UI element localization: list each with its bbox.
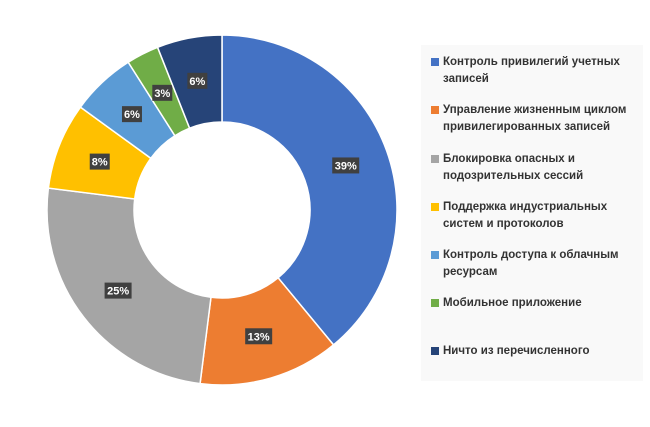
data-label-box — [104, 282, 132, 299]
legend-item: Контроль привилегий учетных записей — [431, 54, 648, 88]
legend-label: Контроль доступа к облачным ресурсам — [443, 249, 619, 278]
legend-label: Блокировка опасных и подозрительных сесс… — [443, 153, 584, 182]
data-label-box — [332, 157, 360, 174]
data-label-box — [187, 72, 208, 89]
data-label: 8% — [89, 153, 110, 170]
data-label-text: 6% — [124, 109, 140, 121]
legend-label: Мобильное приложение — [443, 297, 582, 309]
legend-label: Поддержка индустриальных систем и проток… — [443, 201, 608, 230]
legend-item: Управление жизненным циклом привилегиров… — [431, 102, 648, 136]
legend-swatch — [431, 203, 439, 211]
legend-item: Мобильное приложение — [431, 295, 648, 312]
legend-label: Ничто из перечисленного — [443, 345, 590, 357]
data-label-box — [121, 106, 142, 123]
legend-swatch — [431, 251, 439, 259]
legend: Контроль привилегий учетных записей Управ… — [421, 45, 643, 381]
legend-item: Поддержка индустриальных систем и проток… — [431, 199, 648, 233]
legend-item: Контроль доступа к облачным ресурсам — [431, 247, 648, 281]
legend-swatch — [431, 58, 439, 66]
data-label-box — [89, 153, 110, 170]
legend-label: Контроль привилегий учетных записей — [443, 56, 620, 85]
data-label-box — [152, 84, 173, 101]
data-label: 6% — [187, 72, 208, 89]
donut-chart: 39% 13% 25% 8% 6% 3% 6% — [46, 34, 398, 386]
legend-label: Управление жизненным циклом привилегиров… — [443, 104, 627, 133]
legend-item: Блокировка опасных и подозрительных сесс… — [431, 151, 648, 185]
legend-swatch — [431, 155, 439, 163]
legend-item: Ничто из перечисленного — [431, 343, 648, 360]
legend-swatch — [431, 299, 439, 307]
data-label-box — [245, 328, 273, 345]
legend-swatch — [431, 106, 439, 114]
data-label: 25% — [104, 282, 132, 299]
data-label-text: 3% — [154, 88, 170, 100]
data-label: 13% — [245, 328, 273, 345]
data-label: 6% — [121, 106, 142, 123]
data-label: 3% — [152, 84, 173, 101]
legend-swatch — [431, 347, 439, 355]
data-label-text: 6% — [189, 76, 205, 88]
data-label-text: 25% — [107, 286, 129, 298]
data-label-text: 8% — [92, 157, 108, 169]
data-label: 39% — [332, 157, 360, 174]
data-label-text: 39% — [335, 160, 357, 172]
donut-slice — [221, 34, 398, 346]
data-label-text: 13% — [248, 331, 270, 343]
